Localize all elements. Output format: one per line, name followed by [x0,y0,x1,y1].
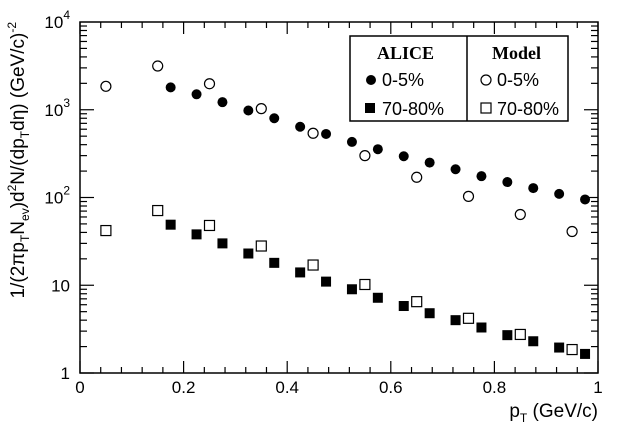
marker-filled-square-15 [554,342,565,353]
marker-filled-square-7 [346,284,357,295]
x-axis-title: pT (GeV/c) [509,401,598,425]
marker-open-square-5 [359,278,371,291]
legend-marker-alice-70-80 [365,103,375,113]
x-tick-label-2: 0.4 [275,378,299,397]
marker-open-circle-7 [462,190,475,202]
marker-filled-circle-16 [580,194,591,205]
marker-filled-circle-9 [398,151,409,162]
marker-open-circle-1 [152,60,164,72]
marker-filled-square-4 [269,257,280,268]
marker-open-circle-0 [100,80,112,92]
marker-filled-circle-6 [321,128,332,139]
marker-filled-square-2 [217,238,228,249]
marker-open-circle-3 [255,103,267,115]
legend: ALICE Model 0-5% 0-5% 70-80% 70-80% [349,35,569,122]
legend-marker-alice-0-5 [366,75,376,85]
marker-open-circle-2 [203,78,216,90]
legend-label-alice-0-5: 0-5% [382,70,424,90]
marker-filled-circle-3 [243,105,254,116]
axis-ticks [79,22,599,374]
marker-open-circle-6 [411,171,423,183]
y-tick-label-1: 10 [51,276,70,295]
marker-filled-square-10 [424,308,435,319]
marker-filled-circle-11 [450,164,461,175]
marker-open-square-2 [203,219,216,232]
marker-filled-square-6 [321,276,332,287]
marker-filled-square-9 [398,301,409,312]
marker-open-square-7 [462,312,475,324]
marker-filled-circle-12 [476,171,487,182]
marker-open-square-3 [255,240,267,252]
marker-filled-circle-0 [165,82,176,93]
legend-label-model-70-80: 70-80% [497,99,559,119]
tick-labels: 0 0.2 0.4 0.6 0.8 1 1 10 102 103 104 [44,8,602,397]
marker-open-circle-4 [307,127,319,139]
legend-title-alice: ALICE [377,43,434,63]
marker-filled-circle-8 [372,144,383,155]
y-tick-label-2: 102 [44,184,70,208]
marker-filled-circle-7 [346,136,357,147]
marker-filled-square-1 [191,229,202,240]
legend-box [349,35,569,122]
legend-label-alice-70-80: 70-80% [382,99,444,119]
legend-marker-model-70-80 [480,102,492,114]
marker-filled-circle-15 [554,188,565,199]
legend-label-model-0-5: 0-5% [497,70,539,90]
marker-filled-circle-5 [295,121,306,132]
marker-open-circle-9 [566,225,578,238]
legend-marker-model-0-5 [480,74,492,86]
marker-filled-circle-1 [191,89,202,100]
y-tick-label-0: 1 [61,364,70,383]
marker-open-square-4 [307,259,319,271]
marker-open-square-6 [411,296,423,308]
x-tick-label-1: 0.2 [172,378,196,397]
y-tick-label-3: 103 [44,96,70,120]
marker-filled-square-16 [580,348,591,359]
marker-filled-circle-14 [528,183,539,194]
marker-open-square-1 [152,204,164,217]
x-tick-label-0: 0 [75,378,84,397]
marker-filled-circle-10 [424,157,435,168]
marker-open-square-8 [514,328,526,341]
marker-open-circle-5 [359,150,371,162]
marker-filled-square-5 [295,267,306,278]
marker-filled-square-13 [502,330,513,341]
marker-filled-square-0 [165,219,176,230]
legend-title-model: Model [492,43,541,63]
marker-filled-square-8 [372,292,383,303]
marker-open-square-9 [566,343,578,356]
marker-filled-circle-13 [502,177,513,188]
marker-filled-square-14 [528,336,539,347]
marker-open-square-0 [100,224,112,237]
marker-filled-square-11 [450,315,461,326]
data-marks [100,60,591,359]
marker-open-circle-8 [514,208,526,221]
x-tick-label-3: 0.6 [379,378,403,397]
y-axis-title: 1/(2πpTNev)d2N/(dpTdη) (GeV/c)-2 [5,22,32,299]
x-tick-label-5: 1 [593,378,602,397]
x-tick-label-4: 0.8 [483,378,507,397]
marker-filled-square-3 [243,248,254,259]
y-tick-label-4: 104 [44,8,70,32]
marker-filled-circle-4 [269,113,280,124]
marker-filled-circle-2 [217,97,228,108]
marker-filled-square-12 [476,322,487,333]
